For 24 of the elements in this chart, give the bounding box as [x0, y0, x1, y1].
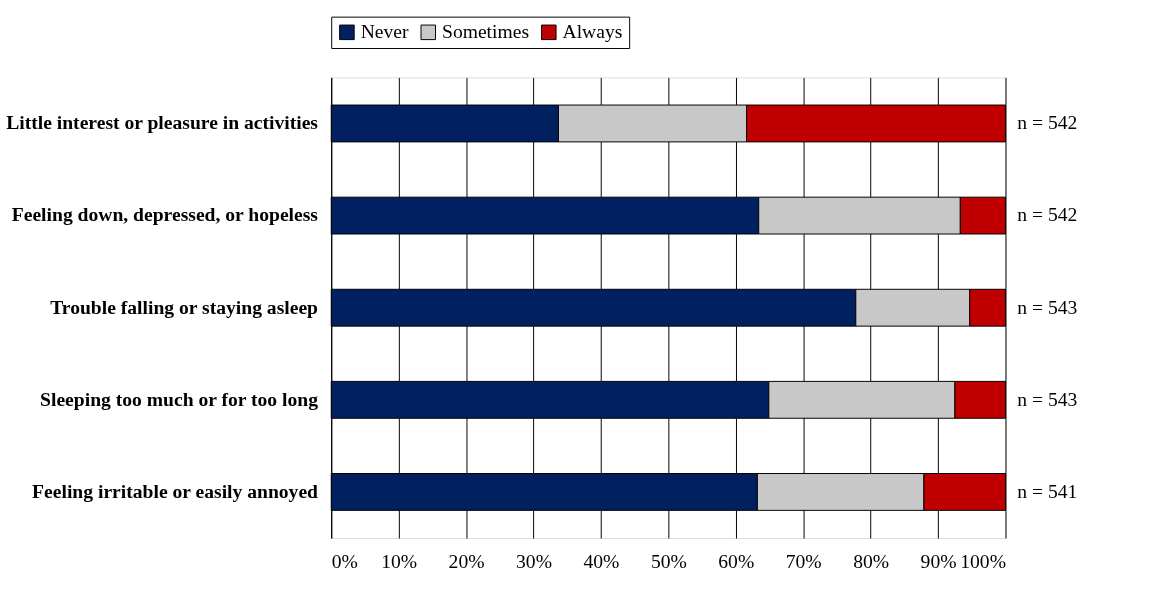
- y-tick-label: Trouble falling or staying asleep: [50, 296, 319, 318]
- x-tick-label: 100%: [960, 550, 1006, 572]
- x-tick-label: 0%: [331, 550, 358, 572]
- x-tick-label: 30%: [516, 550, 552, 572]
- y-tick-label: Little interest or pleasure in activities: [6, 112, 319, 134]
- text: n = 542: [1017, 112, 1078, 134]
- text: n = 542: [1017, 204, 1078, 226]
- x-tick-label: 10%: [381, 550, 418, 572]
- y-tick-label: Feeling irritable or easily annoyed: [32, 480, 319, 502]
- legend-label: Sometimes: [441, 21, 530, 43]
- y-tick-label: Feeling down, depressed, or hopeless: [11, 204, 319, 226]
- y-tick-label: Sleeping too much or for too long: [40, 388, 319, 410]
- text: n = 543: [1017, 388, 1078, 410]
- x-tick-label: 90%: [920, 550, 957, 572]
- x-tick-label: 50%: [650, 550, 687, 572]
- x-tick-label: 80%: [853, 550, 890, 572]
- x-tick-label: 70%: [785, 550, 822, 572]
- text: n = 541: [1017, 480, 1078, 502]
- x-tick-label: 20%: [448, 550, 485, 572]
- x-tick-label: 40%: [583, 550, 620, 572]
- legend-label: Always: [562, 21, 623, 43]
- text: n = 543: [1017, 296, 1078, 318]
- legend-label: Never: [360, 21, 409, 43]
- x-tick-label: 60%: [718, 550, 755, 572]
